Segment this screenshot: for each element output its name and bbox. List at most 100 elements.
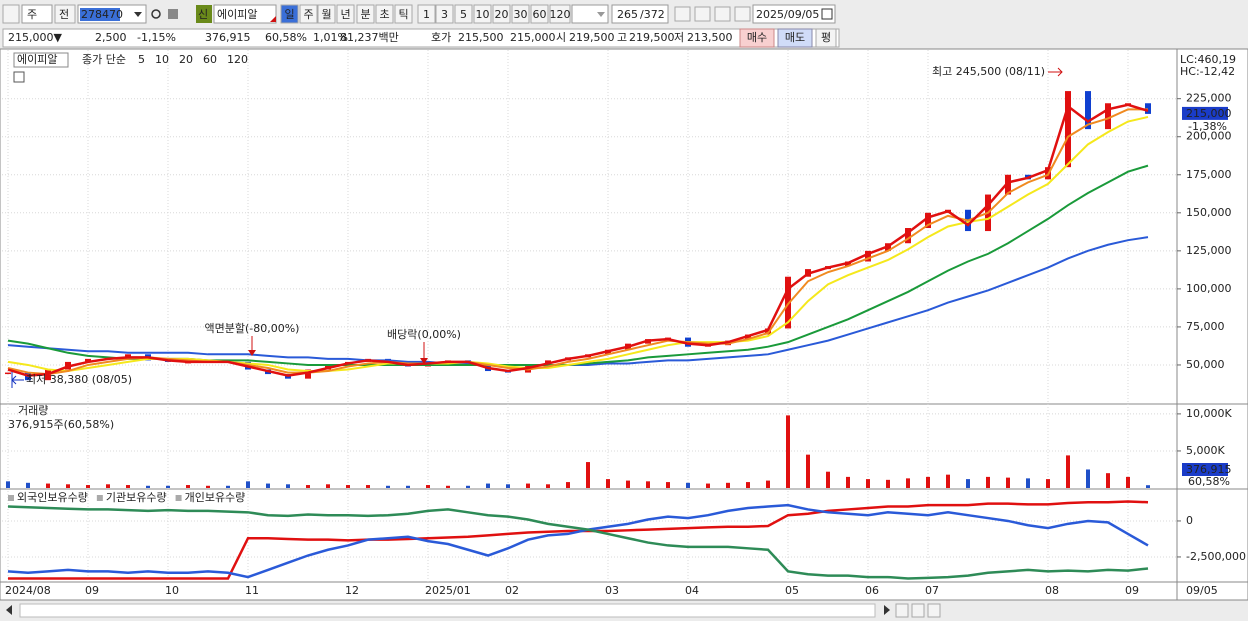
info-price: 215,000▼ <box>8 31 62 44</box>
buy-button-text[interactable]: 매수 <box>747 31 767 44</box>
line-series <box>7 103 1149 377</box>
interval-button-text[interactable]: 3 <box>441 8 448 21</box>
volume-bar <box>526 483 530 488</box>
menu-icon[interactable] <box>2 4 20 24</box>
period-button-text[interactable]: 분 <box>360 8 370 21</box>
calendar-icon[interactable] <box>821 8 833 20</box>
name-flag <box>270 16 276 22</box>
period-button[interactable] <box>280 4 299 24</box>
speaker-icon[interactable] <box>168 9 178 19</box>
chart-area <box>0 48 1248 601</box>
scroll-right[interactable] <box>884 605 890 615</box>
count-input[interactable] <box>611 4 669 24</box>
interval-button[interactable] <box>549 4 571 24</box>
x-tick-label: 05 <box>785 584 799 597</box>
dropdown-arrow[interactable] <box>134 12 142 17</box>
date[interactable]: 2025/09/05 <box>756 8 819 21</box>
candle <box>1105 103 1111 130</box>
period-button-text[interactable]: 주 <box>303 8 313 21</box>
period-button[interactable] <box>356 4 375 24</box>
volume-bar <box>826 471 830 488</box>
interval-button-text[interactable]: 30 <box>514 8 528 21</box>
y-tick-label: 10,000K <box>1186 407 1232 420</box>
hc-label: HC:-12,42 <box>1180 65 1235 78</box>
volume-bar <box>1146 485 1150 488</box>
x-tick-label: 03 <box>605 584 619 597</box>
volume-bar <box>446 485 450 488</box>
period-button[interactable] <box>317 4 336 24</box>
interval-button[interactable] <box>511 4 530 24</box>
market-select[interactable] <box>21 4 53 24</box>
period-button-text[interactable]: 월 <box>321 8 331 21</box>
unit-combo[interactable] <box>571 4 609 24</box>
scroll-left[interactable] <box>6 605 12 615</box>
interval-button-text[interactable]: 120 <box>550 8 571 21</box>
interval-button-text[interactable]: 1 <box>423 8 430 21</box>
interval-button[interactable] <box>530 4 549 24</box>
date-input[interactable] <box>752 4 836 24</box>
prev-button[interactable] <box>54 4 76 24</box>
scroll-track[interactable] <box>19 603 876 618</box>
volume-bar <box>586 462 590 488</box>
tool-icon[interactable] <box>734 6 751 22</box>
period-button[interactable] <box>336 4 355 24</box>
info-open: 219,500 <box>569 31 615 44</box>
period-button-text[interactable]: 일 <box>284 7 294 21</box>
y-tick-label: 100,000 <box>1186 282 1232 295</box>
volume-bar <box>186 485 190 488</box>
annotation-arrow-head <box>420 358 428 364</box>
period-button-text[interactable]: 초 <box>379 8 389 21</box>
interval-button-text[interactable]: 20 <box>495 8 509 21</box>
candle <box>5 372 11 375</box>
last-button[interactable] <box>927 603 941 618</box>
tool-icon[interactable] <box>674 6 691 22</box>
legend-entry: 개인보유수량 <box>185 491 246 504</box>
interval-button-text[interactable]: 60 <box>533 8 547 21</box>
period-button-text[interactable]: 틱 <box>398 8 408 21</box>
stop-button[interactable] <box>911 603 925 618</box>
y-tick-label: 0 <box>1186 514 1193 527</box>
info-high-label: 고 <box>617 31 627 44</box>
interval-button[interactable] <box>473 4 492 24</box>
first-button[interactable] <box>895 603 909 618</box>
volume-bar <box>886 479 890 488</box>
interval-button-text[interactable]: 5 <box>460 8 467 21</box>
interval-button-text[interactable]: 10 <box>476 8 490 21</box>
prev-button-text[interactable]: 전 <box>59 8 69 21</box>
avg-button-text[interactable]: 평 <box>821 31 831 44</box>
tool-icon[interactable] <box>694 6 711 22</box>
interval-button[interactable] <box>417 4 436 24</box>
total-count: /372 <box>640 8 665 21</box>
period-button[interactable] <box>299 4 318 24</box>
interval-button[interactable] <box>492 4 511 24</box>
last-volume-ratio: 60,58% <box>1188 475 1230 488</box>
volume-bar <box>126 485 130 488</box>
interval-button[interactable] <box>454 4 473 24</box>
volume-bar <box>406 485 410 488</box>
avg-button[interactable] <box>815 28 837 48</box>
volume-bar <box>846 476 850 488</box>
y-tick-label: -2,500,000 <box>1186 550 1246 563</box>
volume-bar <box>966 479 970 488</box>
y-tick-label: 50,000 <box>1186 358 1225 371</box>
search-icon[interactable] <box>151 9 161 19</box>
tool-icon[interactable] <box>714 6 731 22</box>
period-button[interactable] <box>394 4 413 24</box>
volume-bar <box>66 484 70 488</box>
sell-button[interactable] <box>777 28 813 48</box>
market-select-text[interactable]: 주 <box>27 8 37 21</box>
buy-button[interactable] <box>739 28 775 48</box>
volume-bar <box>686 482 690 488</box>
x-tick-label: 2024/08 <box>5 584 51 597</box>
interval-button[interactable] <box>435 4 454 24</box>
period-button-text[interactable]: 년 <box>340 8 350 21</box>
settings-icon[interactable] <box>13 71 25 83</box>
period-button[interactable] <box>375 4 394 24</box>
sell-button-text[interactable]: 매도 <box>785 31 805 44</box>
y-tick-label: 200,000 <box>1186 130 1232 143</box>
candle <box>925 212 931 229</box>
volume-bar <box>46 483 50 488</box>
dropdown-arrow[interactable] <box>597 12 605 17</box>
code-input-text[interactable]: 278470 <box>81 8 123 21</box>
x-tick-label: 08 <box>1045 584 1059 597</box>
